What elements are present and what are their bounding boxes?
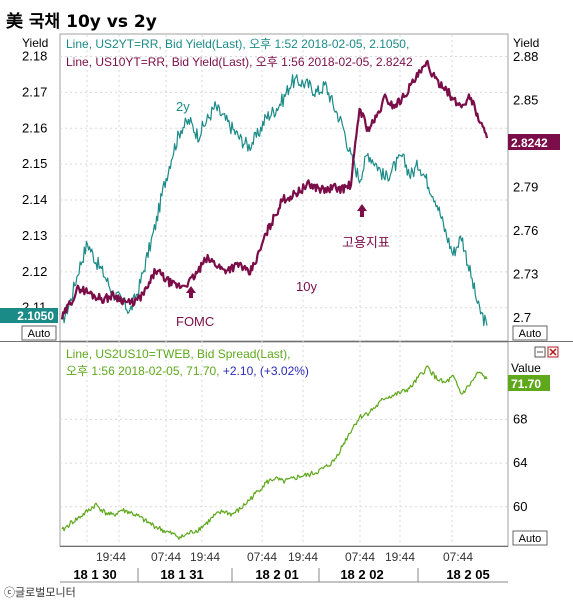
- time-tick-label: 19:44: [385, 550, 415, 564]
- date-label: 18 1 31: [160, 567, 203, 582]
- legend-2y: Line, US2YT=RR, Bid Yield(Last), 오후 1:52…: [66, 37, 409, 51]
- time-tick-label: 19:44: [96, 550, 126, 564]
- date-label: 18 2 05: [446, 567, 489, 582]
- fomc-arrow-icon: [186, 286, 196, 298]
- left-tick-label: 2.15: [22, 156, 47, 171]
- right-tick-label: 2.79: [513, 180, 538, 195]
- annotation-fomc: FOMC: [176, 314, 214, 329]
- auto-button-right-label: Auto: [519, 328, 542, 340]
- time-tick-label: 07:44: [443, 550, 473, 564]
- right-tick-label: 2.85: [513, 92, 538, 107]
- copyright-notice: ⓒ글로벌모니터: [4, 586, 76, 599]
- auto-button-left[interactable]: Auto: [21, 325, 57, 341]
- legend-spread-line2: 오후 1:56 2018-02-05, 71.70, +2.10, (+3.02…: [66, 364, 309, 378]
- auto-button-spread-label: Auto: [519, 533, 542, 545]
- spread-axis-label: Value: [511, 361, 541, 375]
- right-axis-label: Yield: [513, 36, 539, 50]
- auto-button-spread[interactable]: Auto: [512, 530, 548, 546]
- left-tick-label: 2.14: [22, 192, 47, 207]
- legend-10y: Line, US10YT=RR, Bid Yield(Last), 오후 1:5…: [66, 55, 413, 69]
- legend-spread-change: +2.10, (+3.02%): [223, 364, 309, 378]
- top-plot-frame: [59, 33, 509, 342]
- legend-spread-time: 오후 1:56 2018-02-05, 71.70,: [66, 364, 220, 378]
- annotation-employment: 고용지표: [342, 235, 390, 250]
- bottom-plot-frame: [59, 341, 509, 547]
- left-tick-label: 2.12: [22, 264, 47, 279]
- auto-button-left-label: Auto: [28, 328, 51, 340]
- date-label: 18 1 30: [73, 567, 116, 582]
- employment-arrow-icon: [357, 204, 367, 217]
- auto-button-right[interactable]: Auto: [512, 325, 548, 341]
- date-label: 18 2 01: [255, 567, 298, 582]
- series-spread-line: [61, 365, 488, 540]
- date-label: 18 2 02: [340, 567, 383, 582]
- left-tick-label: 2.17: [22, 84, 47, 99]
- last-value-tag-10y: 2.8242: [508, 134, 560, 150]
- legend-spread-line1: Line, US2US10=TWEB, Bid Spread(Last),: [66, 347, 290, 361]
- time-tick-label: 19:44: [288, 550, 318, 564]
- annotation-10y: 10y: [296, 279, 317, 294]
- restore-pane-icon[interactable]: [534, 346, 546, 358]
- chart-title: 美 국채 10y vs 2y: [6, 12, 157, 32]
- last-value-tag-2y: 2.1050: [0, 308, 58, 323]
- right-tick-label: 2.7: [513, 310, 531, 325]
- series-10y-line: [60, 59, 489, 320]
- annotation-2y: 2y: [176, 99, 190, 114]
- left-tick-label: 2.16: [22, 120, 47, 135]
- last-value-2y: 2.1050: [17, 309, 54, 323]
- left-tick-label: 2.13: [22, 228, 47, 243]
- spread-tick-label: 68: [513, 411, 527, 426]
- right-tick-label: 2.76: [513, 223, 538, 238]
- left-tick-label: 2.18: [22, 49, 47, 64]
- time-tick-label: 07:44: [151, 550, 181, 564]
- time-tick-label: 07:44: [345, 550, 375, 564]
- left-axis-label: Yield: [22, 36, 48, 50]
- spread-tick-label: 60: [513, 499, 527, 514]
- spread-tick-label: 64: [513, 455, 527, 470]
- last-value-spread: 71.70: [511, 377, 541, 391]
- last-value-tag-spread: 71.70: [508, 375, 550, 391]
- close-pane-icon[interactable]: [547, 346, 559, 358]
- right-tick-label: 2.73: [513, 267, 538, 282]
- last-value-10y: 2.8242: [511, 136, 548, 150]
- time-tick-label: 07:44: [247, 550, 277, 564]
- time-tick-label: 19:44: [190, 550, 220, 564]
- right-tick-label: 2.88: [513, 49, 538, 64]
